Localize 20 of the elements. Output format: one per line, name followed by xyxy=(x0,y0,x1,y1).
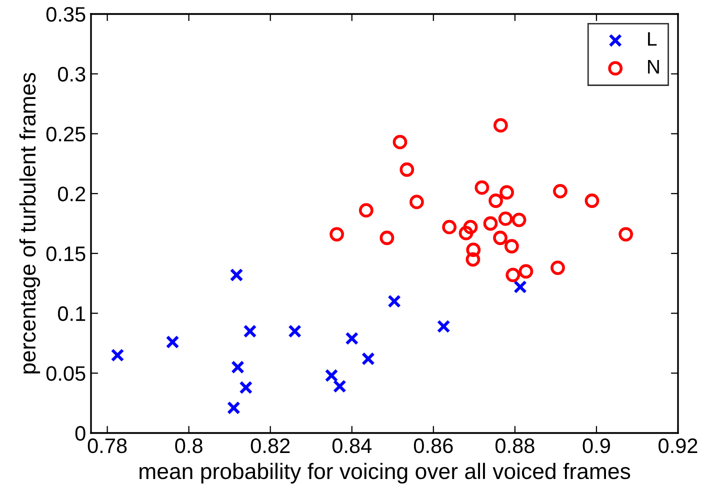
y-tick-label: 0.1 xyxy=(58,306,86,322)
x-tick-label: 0.86 xyxy=(414,438,453,454)
y-tick-label: 0.35 xyxy=(46,7,86,22)
legend-label: L xyxy=(648,32,657,46)
y-tick-label: 0.15 xyxy=(46,246,86,262)
x-tick-label: 0.8 xyxy=(175,438,202,454)
x-tick-label: 0.9 xyxy=(582,438,610,454)
y-tick-label: 0.25 xyxy=(46,126,86,142)
x-axis-title: mean probability for voicing over all voiced frames xyxy=(140,462,630,484)
y-tick-label: 0.2 xyxy=(58,186,86,202)
x-tick-label: 0.84 xyxy=(332,438,372,454)
y-tick-label: 0.3 xyxy=(58,66,86,82)
x-tick-label: 0.82 xyxy=(250,438,290,454)
y-axis-title: percentage of turbulent frames xyxy=(19,72,40,374)
x-tick-label: 0.88 xyxy=(495,438,534,454)
legend-label: N xyxy=(648,60,659,74)
x-tick-label: 0.92 xyxy=(658,438,698,454)
y-tick-label: 0 xyxy=(75,426,86,441)
y-tick-label: 0.05 xyxy=(46,366,86,381)
x-tick-label: 0.78 xyxy=(88,438,127,454)
